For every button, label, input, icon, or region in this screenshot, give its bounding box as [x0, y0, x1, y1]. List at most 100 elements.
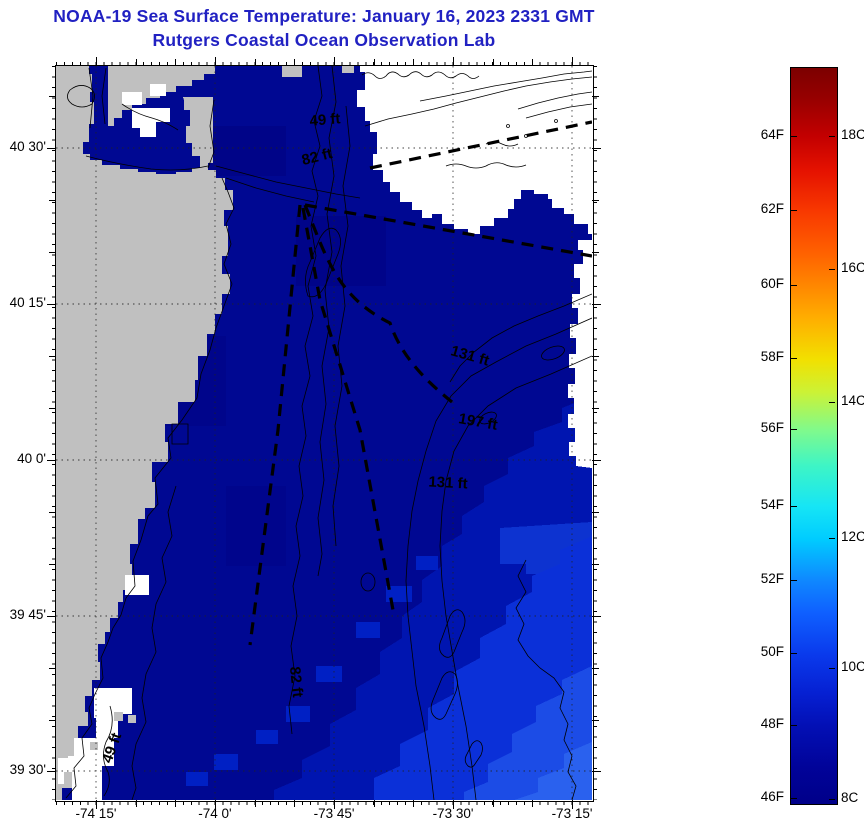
y-axis-major-tick [592, 615, 601, 617]
y-axis-major-tick [47, 303, 56, 305]
colorbar-fahrenheit-label: 50F [760, 644, 784, 660]
y-axis-major-tick [47, 771, 56, 772]
y-axis-medium-tick [592, 96, 599, 98]
colorbar-fahrenheit-tick [791, 505, 797, 507]
x-axis-major-tick [214, 57, 216, 66]
colorbar-fahrenheit-label: 46F [760, 788, 784, 804]
y-axis-medium-tick [49, 355, 56, 357]
x-axis-major-tick [572, 800, 573, 809]
land-north-shore [108, 66, 215, 126]
y-axis-major-tick [592, 460, 601, 461]
x-axis-major-tick [453, 800, 454, 809]
shipping-lanes [248, 120, 592, 646]
x-axis-major-tick [334, 57, 336, 66]
x-axis-medium-tick [294, 800, 296, 807]
colorbar-celsius-tick [829, 668, 835, 670]
y-axis-tick-label: 40 30' [9, 138, 46, 154]
x-axis-medium-tick [254, 800, 256, 807]
x-axis-medium-tick [135, 59, 137, 66]
colorbar-fahrenheit-tick [791, 653, 797, 655]
x-axis-major-tick [214, 800, 216, 809]
y-axis-major-tick [47, 147, 56, 149]
depth-contour-label: 82 ft [285, 665, 307, 699]
y-axis-medium-tick [592, 199, 599, 201]
shipping-lane-east [304, 203, 592, 258]
y-axis-medium-tick [49, 199, 56, 201]
y-axis-medium-tick [49, 407, 56, 409]
x-axis-tick-label: -74 0' [198, 806, 232, 821]
x-axis-medium-tick [135, 800, 137, 807]
y-axis-tick-label: 39 45' [9, 606, 46, 622]
colorbar-fahrenheit-label: 48F [760, 716, 784, 732]
x-axis-medium-tick [294, 59, 296, 66]
colorbar-celsius-tick [829, 402, 835, 404]
y-axis-medium-tick [592, 355, 599, 357]
y-axis-tick-label: 40 0' [17, 451, 46, 466]
shipping-lane-east-upper [369, 120, 592, 170]
shipping-lane-southwest [248, 204, 302, 646]
x-axis-medium-tick [175, 800, 177, 807]
y-axis-major-tick [592, 771, 601, 772]
x-axis-major-tick [95, 800, 97, 809]
colorbar-fahrenheit-tick [791, 358, 797, 360]
colorbar-celsius-tick [829, 798, 835, 800]
colorbar-celsius-label: 16C [841, 260, 864, 276]
y-axis-minor-ticks-right [593, 66, 597, 800]
y-axis-medium-tick [49, 563, 56, 565]
colorbar-celsius-tick [829, 537, 835, 539]
colorbar-celsius-label: 8C [841, 789, 859, 805]
y-axis-medium-tick [49, 719, 56, 721]
x-axis-medium-tick [532, 59, 534, 66]
x-axis-major-tick [572, 57, 573, 66]
colorbar-fahrenheit-label: 64F [760, 126, 784, 142]
plot-subtitle: Rutgers Coastal Ocean Observation Lab [152, 30, 496, 50]
y-axis-medium-tick [592, 407, 599, 409]
land-sandy-hook [183, 97, 213, 163]
colorbar-fahrenheit-label: 58F [760, 349, 784, 365]
shipping-lane-southeast [303, 204, 454, 404]
depth-contour-label: 49 ft [308, 110, 342, 130]
colorbar-fahrenheit-label: 60F [760, 276, 784, 292]
colorbar-fahrenheit-label: 54F [760, 496, 784, 512]
depth-contours [65, 66, 592, 800]
x-axis-medium-tick [492, 800, 494, 807]
colorbar-fahrenheit-tick [791, 209, 797, 211]
colorbar-fahrenheit-label: 62F [760, 200, 784, 216]
colorbar-fahrenheit-tick [791, 579, 797, 581]
colorbar-celsius-tick [829, 269, 835, 271]
y-axis-medium-tick [592, 251, 599, 253]
colorbar-celsius-tick [829, 135, 835, 137]
sst-map-plot [56, 66, 592, 800]
colorbar-fahrenheit-tick [791, 135, 797, 137]
x-axis-tick-label: -73 15' [551, 806, 593, 821]
colorbar-fahrenheit-tick [791, 428, 797, 430]
colorbar-fahrenheit-tick [791, 725, 797, 727]
x-axis-medium-tick [532, 800, 534, 807]
y-axis-major-tick [592, 303, 601, 305]
x-axis-medium-tick [373, 800, 375, 807]
x-axis-medium-tick [492, 59, 494, 66]
y-axis-major-tick [47, 615, 56, 617]
colorbar-fahrenheit-label: 56F [760, 419, 784, 435]
x-axis-major-tick [334, 800, 336, 809]
y-axis-medium-tick [49, 96, 56, 98]
y-axis-medium-tick [592, 511, 599, 513]
depth-contour-label: 131 ft [427, 473, 469, 493]
colorbar-celsius-label: 18C [841, 126, 864, 142]
x-axis-major-tick [453, 57, 454, 66]
cloud-long-island [357, 66, 592, 234]
y-axis-medium-tick [592, 667, 599, 669]
colorbar [790, 67, 838, 805]
colorbar-fahrenheit-tick [791, 797, 797, 799]
y-axis-major-tick [47, 460, 56, 461]
x-axis-medium-tick [413, 59, 415, 66]
y-axis-tick-label: 39 30' [9, 762, 46, 777]
y-axis-tick-label: 40 15' [9, 294, 46, 310]
water-warm-front [186, 396, 592, 800]
x-axis-tick-label: -73 45' [313, 806, 355, 821]
y-axis-medium-tick [49, 251, 56, 253]
land-new-jersey [56, 66, 233, 800]
colorbar-celsius-label: 12C [841, 528, 864, 544]
colorbar-celsius-label: 14C [841, 393, 864, 409]
